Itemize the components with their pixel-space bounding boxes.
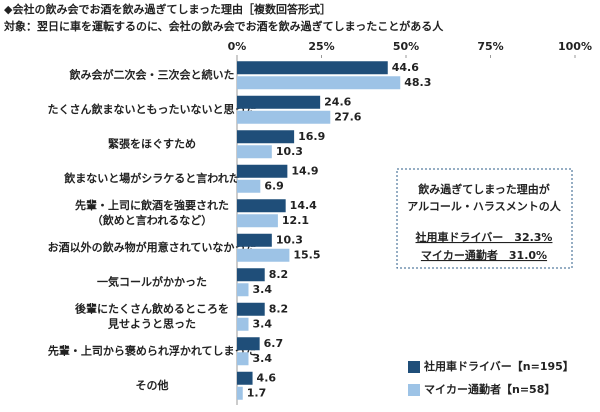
- category-label: 飲まないと場がシラケると言われた: [63, 171, 239, 185]
- bar: [237, 130, 295, 144]
- value-label: 27.6: [334, 110, 361, 123]
- value-label: 44.6: [392, 61, 419, 74]
- annotation-text: マイカー通勤者 31.0%: [421, 248, 547, 262]
- bar: [237, 371, 253, 385]
- legend-label: 社用車ドライバー【n=195】: [423, 359, 574, 373]
- bar: [237, 352, 249, 366]
- bar: [237, 164, 288, 178]
- bar: [237, 302, 265, 316]
- value-label: 14.9: [291, 164, 318, 177]
- bar: [237, 337, 260, 351]
- category-label: 後輩にたくさん飲めるところを: [75, 301, 229, 315]
- bar: [237, 283, 249, 297]
- bar: [237, 214, 278, 228]
- value-label: 4.6: [257, 371, 277, 384]
- legend-swatch: [408, 384, 420, 396]
- chart-title: ◆会社の飲み会でお酒を飲み過ぎてしまった理由［複数回答形式］: [4, 2, 331, 16]
- category-label: お酒以外の飲み物が用意されていなかった: [48, 240, 257, 254]
- bar: [237, 179, 261, 193]
- annotation-text: 社用車ドライバー 32.3%: [415, 230, 553, 244]
- x-tick-label: 0%: [228, 40, 247, 53]
- annotation-box: [396, 168, 573, 269]
- value-label: 3.4: [252, 317, 272, 330]
- legend-swatch: [408, 361, 420, 373]
- value-label: 15.5: [293, 248, 320, 261]
- value-label: 1.7: [247, 386, 267, 399]
- bar: [237, 233, 272, 247]
- value-label: 8.2: [269, 268, 289, 281]
- category-label: 見せようと思った: [107, 317, 196, 330]
- value-label: 10.3: [276, 145, 303, 158]
- value-label: 48.3: [404, 76, 431, 89]
- value-label: 6.7: [264, 337, 284, 350]
- category-label: たくさん飲まないともったいないと思った: [48, 102, 257, 116]
- legend-label: マイカー通勤者【n=58】: [424, 382, 555, 396]
- category-label: その他: [136, 378, 169, 392]
- value-label: 8.2: [269, 302, 289, 315]
- category-label: （飲めと言われるなど）: [92, 213, 212, 227]
- value-label: 3.4: [252, 352, 272, 365]
- annotation-text: 飲み過ぎてしまった理由が: [417, 182, 550, 196]
- bar: [237, 61, 388, 75]
- bar: [237, 95, 321, 109]
- x-tick-label: 100%: [558, 40, 592, 53]
- category-label: 緊張をほぐすため: [108, 137, 196, 150]
- annotation-text: アルコール・ハラスメントの人: [407, 199, 561, 213]
- category-label: 先輩・上司に飲酒を強要された: [75, 198, 229, 212]
- bar: [237, 268, 265, 282]
- chart-subtitle: 対象：翌日に車を運転するのに、会社の飲み会でお酒を飲み過ぎてしまったことがある人: [3, 19, 444, 33]
- bar: [237, 110, 331, 124]
- x-tick-label: 50%: [393, 40, 419, 53]
- bar: [237, 386, 243, 400]
- bar: [237, 199, 286, 213]
- category-label: 飲み会が二次会・三次会と続いた: [69, 67, 235, 81]
- bar: [237, 145, 272, 159]
- category-label: 一気コールがかかった: [97, 274, 207, 288]
- value-label: 6.9: [264, 179, 284, 192]
- bar: [237, 248, 290, 262]
- bar: [237, 317, 249, 331]
- bar: [237, 76, 401, 90]
- value-label: 10.3: [276, 233, 303, 246]
- value-label: 24.6: [324, 95, 351, 108]
- value-label: 3.4: [252, 283, 272, 296]
- x-tick-label: 75%: [477, 40, 503, 53]
- category-label: 先輩・上司から褒められ浮かれてしまった: [48, 343, 256, 357]
- value-label: 12.1: [282, 214, 309, 227]
- x-tick-label: 25%: [308, 40, 334, 53]
- value-label: 14.4: [290, 199, 317, 212]
- value-label: 16.9: [298, 130, 325, 143]
